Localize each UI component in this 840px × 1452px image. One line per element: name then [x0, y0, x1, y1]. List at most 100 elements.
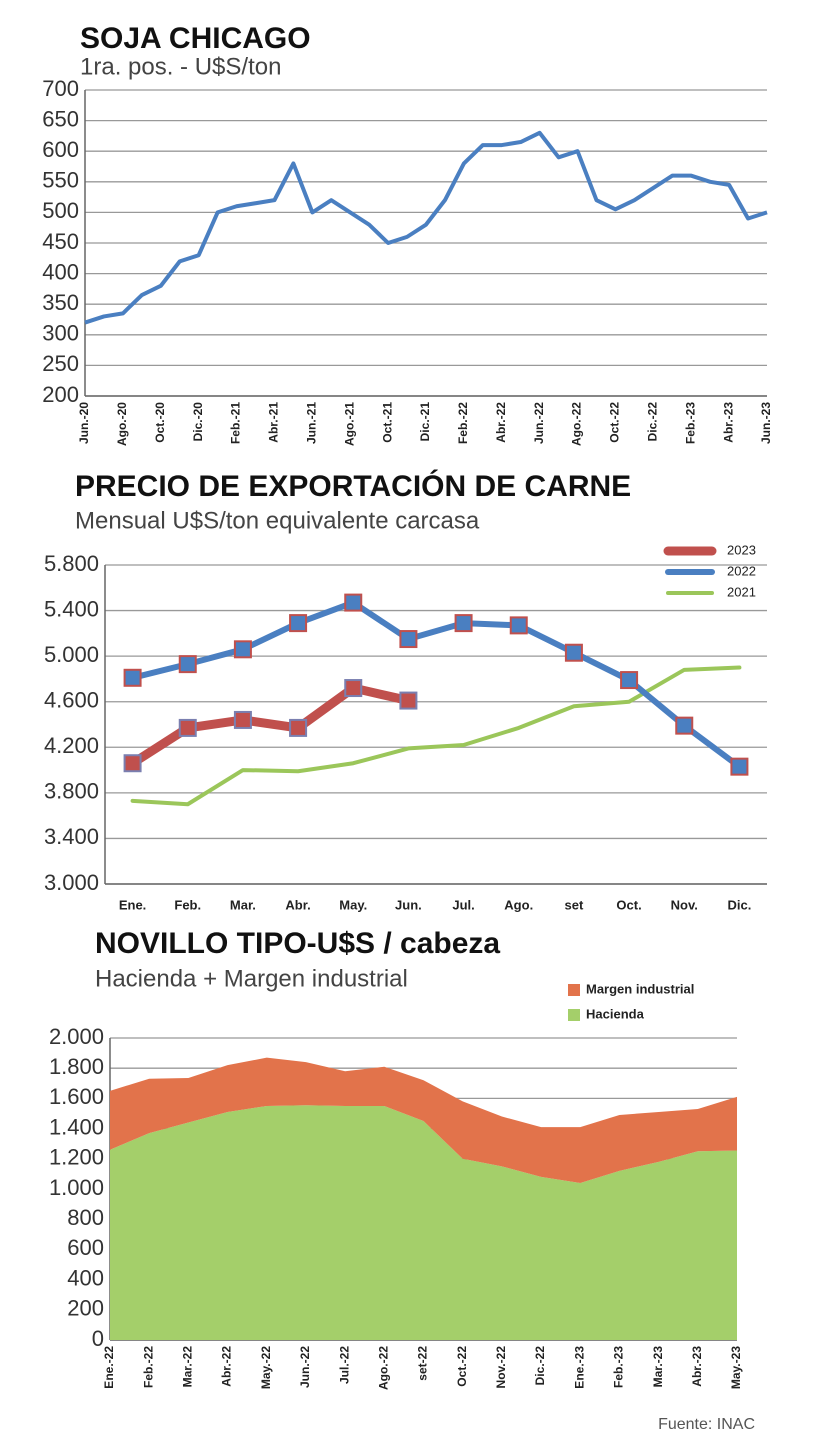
area [110, 1057, 737, 1183]
y-tick-label: 3.000 [44, 870, 99, 895]
x-tick-label: Abr.-23 [721, 402, 735, 443]
y-tick-label: 500 [42, 198, 79, 223]
x-tick-label: May.-23 [729, 1346, 743, 1389]
area [110, 1105, 737, 1340]
x-tick-label: Feb.-22 [456, 402, 470, 444]
x-tick-label: Oct. [616, 897, 641, 912]
x-tick-label: Ene.-22 [102, 1346, 116, 1389]
marker [564, 643, 583, 662]
x-tick-label: Jun.-23 [759, 402, 773, 444]
chart-title: SOJA CHICAGO [80, 22, 311, 55]
x-tick-label: set-22 [416, 1346, 430, 1381]
marker [620, 671, 639, 690]
x-tick-label: Oct.-20 [153, 402, 167, 443]
chart-subtitle: 1ra. pos. - U$S/ton [80, 53, 281, 80]
x-tick-label: Ago.-21 [342, 402, 356, 446]
chart-subtitle: Hacienda + Margen industrial [95, 965, 408, 992]
line [130, 665, 742, 807]
chart-title: PRECIO DE EXPORTACIÓN DE CARNE [75, 469, 631, 503]
y-tick-label: 400 [67, 1265, 104, 1290]
line [129, 599, 743, 770]
y-tick-label: 5.800 [44, 551, 99, 576]
marker [233, 710, 252, 729]
chart-subtitle: Mensual U$S/ton equivalente carcasa [75, 507, 480, 534]
y-tick-label: 1.400 [49, 1114, 104, 1139]
x-tick-label: set [565, 897, 584, 912]
x-tick-label: Mar.-23 [651, 1346, 665, 1388]
y-tick-label: 4.600 [44, 688, 99, 713]
x-tick-label: Jun.-22 [298, 1346, 312, 1388]
x-tick-label: Nov. [671, 897, 698, 912]
x-tick-label: May. [339, 897, 367, 912]
y-tick-label: 800 [67, 1205, 104, 1230]
marker [178, 718, 197, 737]
y-tick-label: 1.000 [49, 1175, 104, 1200]
marker [344, 679, 363, 698]
legend-label: 2022 [727, 563, 756, 578]
x-tick-label: Feb.-21 [229, 402, 243, 444]
y-tick-label: 350 [42, 290, 79, 315]
y-tick-label: 4.200 [44, 733, 99, 758]
x-tick-label: Feb.-23 [612, 1346, 626, 1388]
x-tick-label: Abr. [285, 897, 310, 912]
x-tick-label: Feb.-22 [141, 1346, 155, 1388]
x-tick-label: May.-22 [259, 1346, 273, 1389]
x-tick-label: Abr.-22 [220, 1346, 234, 1387]
x-tick-label: Jun. [395, 897, 422, 912]
y-tick-label: 300 [42, 321, 79, 346]
x-tick-label: Jul. [452, 897, 474, 912]
x-tick-label: Jun.-22 [532, 402, 546, 444]
x-tick-label: Nov.-22 [494, 1346, 508, 1389]
marker [289, 718, 308, 737]
x-tick-label: Feb.-23 [683, 402, 697, 444]
y-tick-label: 1.800 [49, 1054, 104, 1079]
x-tick-label: Jun.-21 [305, 402, 319, 444]
x-tick-label: Mar. [230, 897, 256, 912]
x-tick-label: Abr.-21 [267, 402, 281, 443]
y-tick-label: 600 [42, 137, 79, 162]
x-tick-label: Ene.-23 [572, 1346, 586, 1389]
legend-swatch [568, 1009, 580, 1021]
y-tick-label: 2.000 [49, 1024, 104, 1049]
y-tick-label: 550 [42, 168, 79, 193]
marker [730, 757, 749, 776]
x-tick-label: Oct.-21 [380, 402, 394, 443]
legend-label: Margen industrial [586, 981, 694, 996]
marker [123, 668, 142, 687]
marker [178, 655, 197, 674]
x-tick-label: Dic. [727, 897, 751, 912]
y-tick-label: 5.400 [44, 596, 99, 621]
y-tick-label: 250 [42, 351, 79, 376]
legend-label: Hacienda [586, 1006, 645, 1021]
marker [233, 640, 252, 659]
y-tick-label: 600 [67, 1235, 104, 1260]
line [84, 130, 768, 325]
x-tick-label: Dic.-20 [191, 402, 205, 442]
x-tick-label: Oct.-22 [608, 402, 622, 443]
y-tick-label: 3.800 [44, 779, 99, 804]
marker [344, 593, 363, 612]
marker [123, 754, 142, 773]
marker [454, 614, 473, 633]
x-tick-label: Dic.-22 [533, 1346, 547, 1386]
legend-swatch [568, 984, 580, 996]
y-tick-label: 1.200 [49, 1145, 104, 1170]
chart-title: NOVILLO TIPO-U$S / cabeza [95, 927, 500, 960]
marker [509, 616, 528, 635]
x-tick-label: Mar.-22 [181, 1346, 195, 1388]
source: Fuente: INAC [658, 1416, 755, 1433]
y-tick-label: 650 [42, 106, 79, 131]
x-tick-label: Jun.-20 [77, 402, 91, 444]
y-tick-label: 5.000 [44, 642, 99, 667]
legend-label: 2023 [727, 542, 756, 557]
marker [399, 630, 418, 649]
x-tick-label: Dic.-22 [646, 402, 660, 442]
x-tick-label: Ago.-22 [570, 402, 584, 446]
x-tick-label: Feb. [174, 897, 201, 912]
x-tick-label: Abr.-23 [690, 1346, 704, 1387]
line [128, 683, 413, 768]
marker [289, 614, 308, 633]
y-tick-label: 200 [67, 1296, 104, 1321]
y-tick-label: 700 [42, 76, 79, 101]
